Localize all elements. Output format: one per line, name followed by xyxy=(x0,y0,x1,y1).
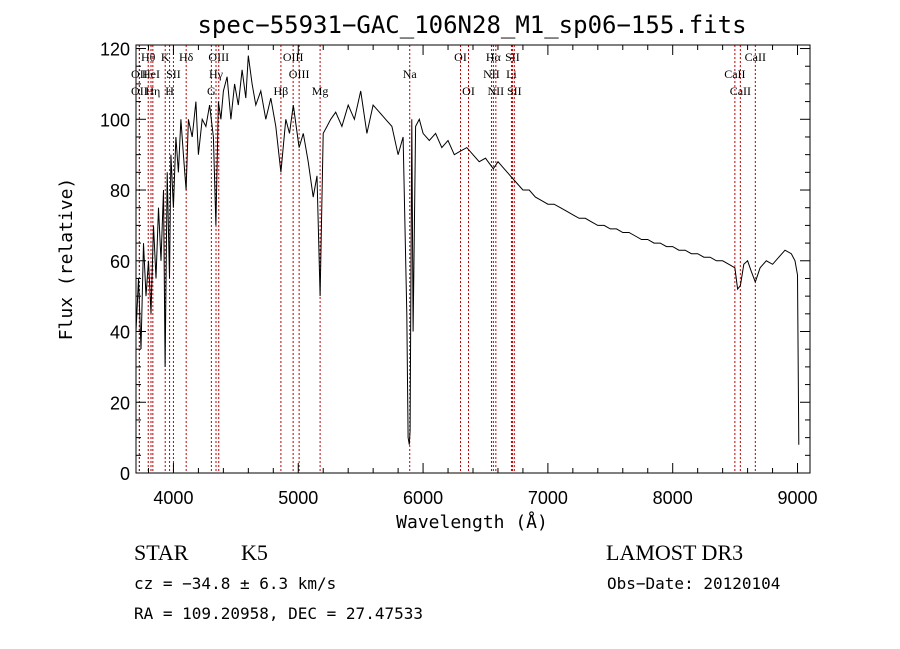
y-tick-label: 20 xyxy=(110,393,130,413)
x-axis-ticks: 4000 5000 6000 7000 8000 9000 xyxy=(147,45,818,508)
x-tick-label: 4000 xyxy=(153,488,193,508)
x-tick-label: 9000 xyxy=(777,488,817,508)
y-axis-label: Flux (relative) xyxy=(56,178,77,341)
line-label: Mg xyxy=(312,84,329,98)
y-tick-label: 120 xyxy=(100,40,130,60)
line-label: G xyxy=(207,84,216,98)
observation-date: Obs−Date: 20120104 xyxy=(607,574,781,593)
line-label: OIII xyxy=(208,50,229,64)
y-tick-label: 80 xyxy=(110,181,130,201)
chart-title: spec−55931−GAC_106N28_M1_sp06−155.fits xyxy=(197,11,746,39)
survey-name: LAMOST DR3 xyxy=(606,540,744,565)
line-label: Hγ xyxy=(209,67,224,81)
spectrum-line xyxy=(135,55,800,445)
line-label: CaII xyxy=(724,67,745,81)
line-label: Li xyxy=(506,67,517,81)
line-label: SII xyxy=(166,67,181,81)
line-markers xyxy=(138,45,756,473)
line-label: Hθ xyxy=(141,50,156,64)
object-class: STAR xyxy=(134,540,189,565)
line-label: CaII xyxy=(730,84,751,98)
line-label: NII xyxy=(488,84,505,98)
y-tick-label: 100 xyxy=(100,110,130,130)
line-label: OII xyxy=(131,67,148,81)
line-label: H xyxy=(165,84,174,98)
y-tick-label: 60 xyxy=(110,252,130,272)
line-label: OIII xyxy=(283,50,304,64)
y-tick-label: 0 xyxy=(120,464,130,484)
y-tick-label: 40 xyxy=(110,323,130,343)
plot-frame xyxy=(135,44,811,474)
line-label: SII xyxy=(505,50,520,64)
line-label: Na xyxy=(403,67,418,81)
x-tick-label: 8000 xyxy=(653,488,693,508)
line-label: OII xyxy=(131,84,148,98)
line-label: Hβ xyxy=(274,84,289,98)
line-label: OI xyxy=(462,84,475,98)
line-label: K xyxy=(161,50,170,64)
line-label: Hη xyxy=(145,84,160,98)
line-label: Hα xyxy=(486,50,502,64)
line-label: NII xyxy=(483,67,500,81)
x-axis-label: Wavelength (Å) xyxy=(396,511,548,533)
x-tick-label: 6000 xyxy=(403,488,443,508)
ra-dec: RA = 109.20958, DEC = 27.47533 xyxy=(134,604,423,623)
line-label: OI xyxy=(454,50,467,64)
object-subclass: K5 xyxy=(241,540,268,565)
line-label: CaII xyxy=(745,50,766,64)
line-label: OIII xyxy=(289,67,310,81)
line-label: SII xyxy=(507,84,522,98)
line-label: Hδ xyxy=(179,50,194,64)
x-tick-label: 5000 xyxy=(278,488,318,508)
y-axis-ticks: 0 20 40 60 80 100 120 xyxy=(100,40,810,484)
redshift-cz: cz = −34.8 ± 6.3 km/s xyxy=(134,574,337,593)
line-label: HeI xyxy=(142,67,160,81)
x-tick-label: 7000 xyxy=(528,488,568,508)
